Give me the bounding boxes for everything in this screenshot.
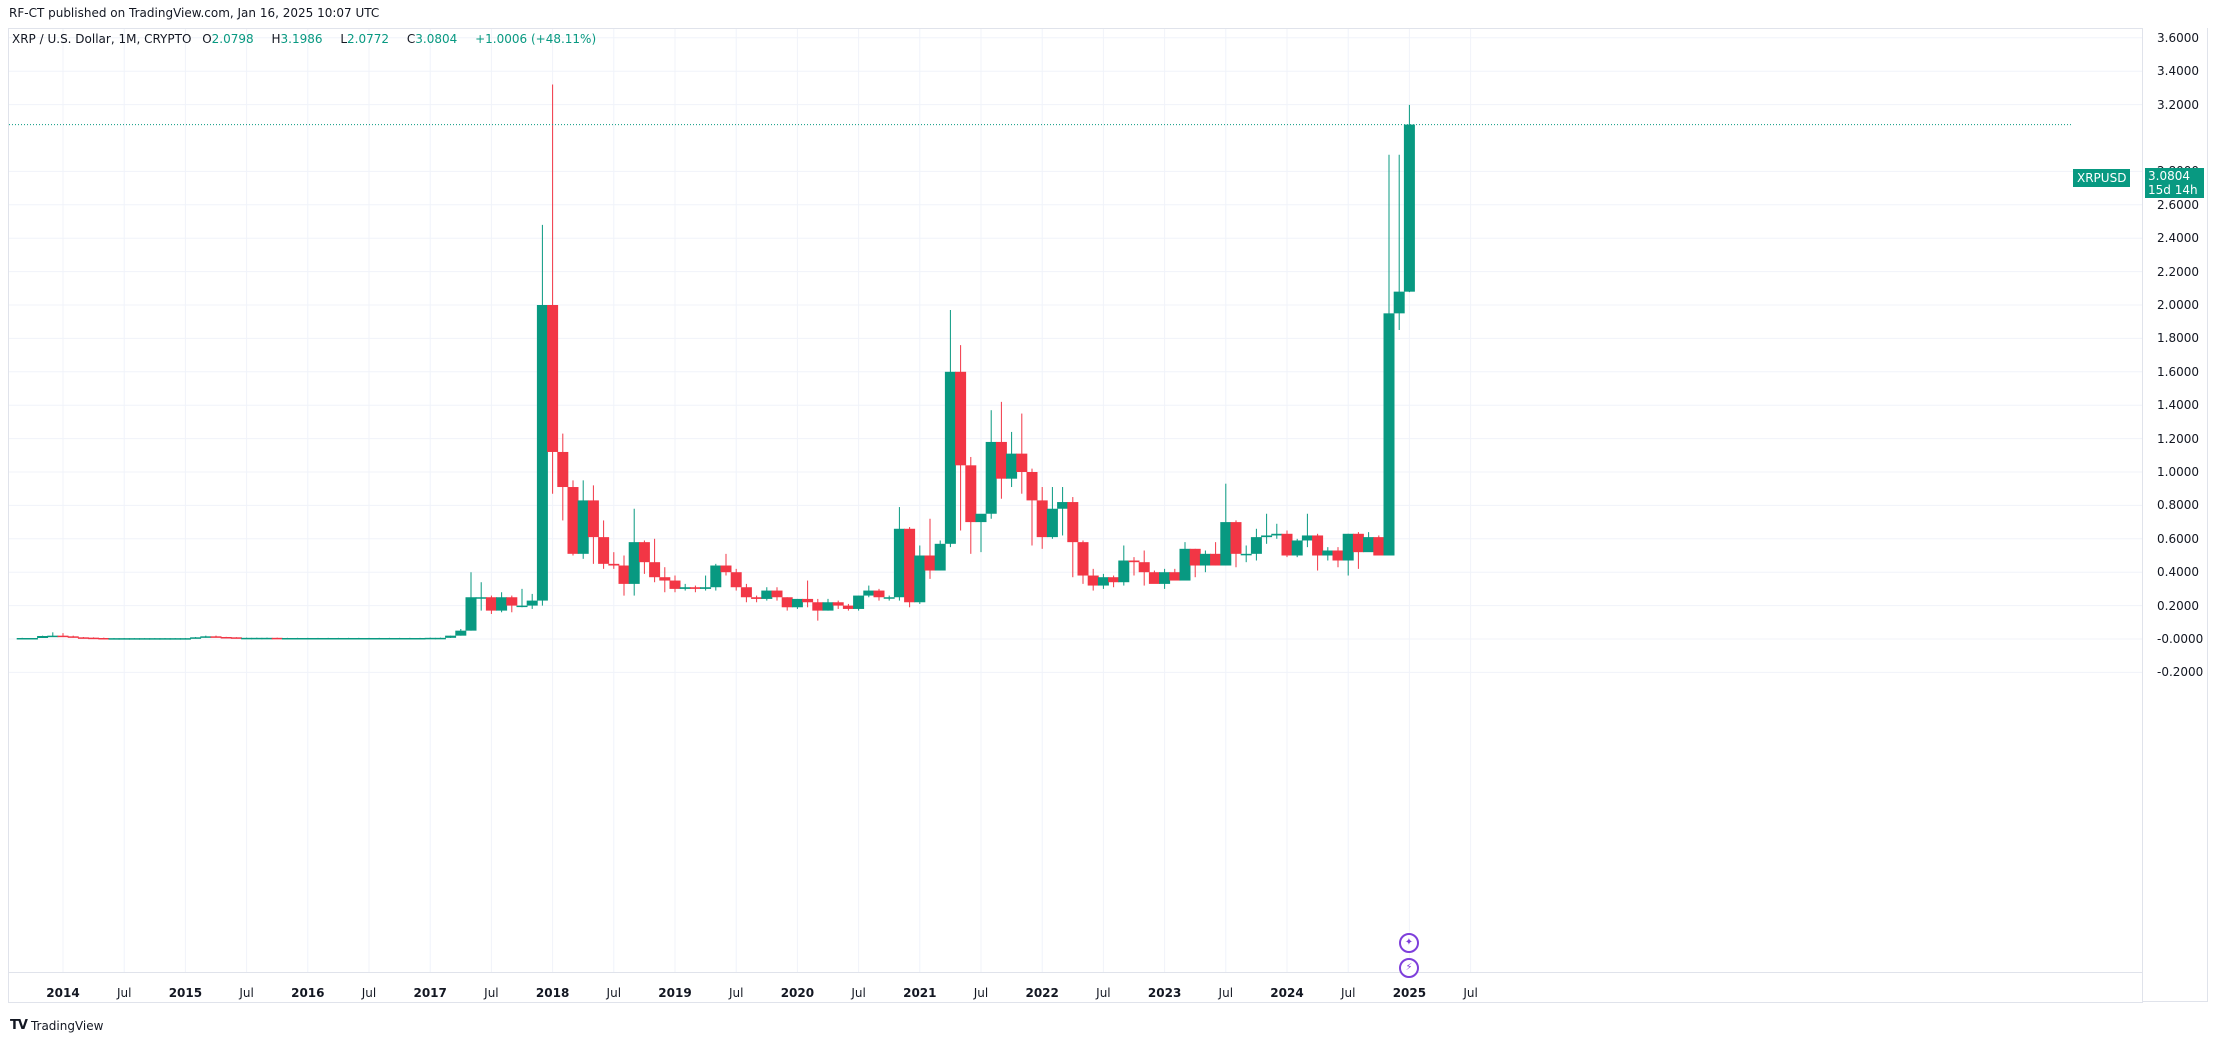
time-tick: Jul <box>1218 986 1234 1000</box>
price-tick: 1.2000 <box>2157 431 2199 446</box>
price-tick: 0.2000 <box>2157 598 2199 613</box>
time-tick: Jul <box>728 986 744 1000</box>
price-tick: 2.4000 <box>2157 231 2199 246</box>
price-tick: 3.4000 <box>2157 64 2199 79</box>
time-tick: 2014 <box>46 986 80 1000</box>
price-tick: 1.8000 <box>2157 331 2199 346</box>
time-tick: Jul <box>484 986 499 1000</box>
bar-countdown: 15d 14h <box>2148 183 2198 197</box>
time-tick: 2017 <box>413 986 447 1000</box>
time-tick: 2023 <box>1147 986 1182 1000</box>
time-tick: Jul <box>116 986 132 1000</box>
price-tick: 3.6000 <box>2157 30 2199 45</box>
price-tick: 3.2000 <box>2157 97 2199 112</box>
last-price-tag: 3.0804 15d 14h <box>2145 168 2204 198</box>
ohlc-open: O2.0798 <box>202 32 254 46</box>
time-tick: 2024 <box>1270 986 1304 1000</box>
time-tick: Jul <box>239 986 254 1000</box>
price-tick: -0.0000 <box>2157 632 2204 646</box>
time-tick: 2025 <box>1392 986 1427 1000</box>
time-tick: Jul <box>361 986 377 1000</box>
time-tick: Jul <box>851 986 866 1000</box>
price-tick: 0.6000 <box>2157 531 2199 546</box>
time-tick: Jul <box>606 986 622 1000</box>
symbol-title[interactable]: XRP / U.S. Dollar, 1M, CRYPTO <box>12 32 192 46</box>
time-tick: Jul <box>973 986 989 1000</box>
ohlc-close: C3.0804 <box>406 32 458 46</box>
publisher-line: RF-CT published on TradingView.com, Jan … <box>9 6 380 20</box>
time-tick: 2018 <box>535 986 570 1000</box>
time-tick: 2016 <box>291 986 325 1000</box>
chart-legend: XRP / U.S. Dollar, 1M, CRYPTO O2.0798 H3… <box>12 32 603 46</box>
ohlc-low: L2.0772 <box>340 32 390 46</box>
time-tick: 2021 <box>903 986 937 1000</box>
price-tick: 2.0000 <box>2157 298 2199 312</box>
ohlc-high: H3.1986 <box>271 32 323 46</box>
price-tick: -0.2000 <box>2157 665 2204 680</box>
time-axis[interactable] <box>8 972 2142 1002</box>
time-tick: Jul <box>1463 986 1478 1000</box>
time-tick: Jul <box>1340 986 1356 1000</box>
price-tick: 0.8000 <box>2157 498 2199 513</box>
price-tick: 2.2000 <box>2157 264 2199 279</box>
time-tick: 2019 <box>658 986 692 1000</box>
price-tick: 1.0000 <box>2157 465 2199 479</box>
ohlc-change: +1.0006 (+48.11%) <box>475 32 597 46</box>
last-price-value: 3.0804 <box>2148 169 2190 183</box>
price-tick: 1.4000 <box>2157 398 2199 413</box>
price-tick: 0.4000 <box>2157 565 2199 580</box>
tradingview-logo-text: TradingView <box>30 1018 104 1033</box>
price-tick: 2.6000 <box>2157 197 2199 212</box>
time-tick: Jul <box>1096 986 1111 1000</box>
price-tick: 1.6000 <box>2157 364 2199 379</box>
tradingview-logo[interactable]: 𝗧𝗩 TradingView <box>10 1018 103 1033</box>
time-tick: 2015 <box>168 986 203 1000</box>
time-tick: 2020 <box>780 986 815 1000</box>
symbol-price-tag: XRPUSD <box>2073 169 2131 187</box>
time-tick: 2022 <box>1025 986 1059 1000</box>
lightning-news-icon[interactable]: ⚡ <box>1399 958 1419 978</box>
tradingview-mark-icon: 𝗧𝗩 <box>10 1018 28 1033</box>
ideas-event-icon[interactable]: ✦ <box>1399 933 1419 953</box>
